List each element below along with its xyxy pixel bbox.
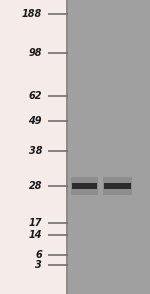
Text: 98: 98 [28,48,42,58]
Text: 49: 49 [28,116,42,126]
Text: 188: 188 [22,9,42,19]
Text: 3: 3 [35,260,42,270]
Bar [72,183,97,189]
Bar [71,177,98,195]
Bar [66,0,150,294]
Bar [66,0,68,294]
Text: 38: 38 [28,146,42,156]
Text: 28: 28 [28,181,42,191]
Text: 14: 14 [28,230,42,240]
Text: 17: 17 [28,218,42,228]
Text: 62: 62 [28,91,42,101]
Text: 6: 6 [35,250,42,260]
Bar [103,177,132,195]
Bar [104,183,131,189]
